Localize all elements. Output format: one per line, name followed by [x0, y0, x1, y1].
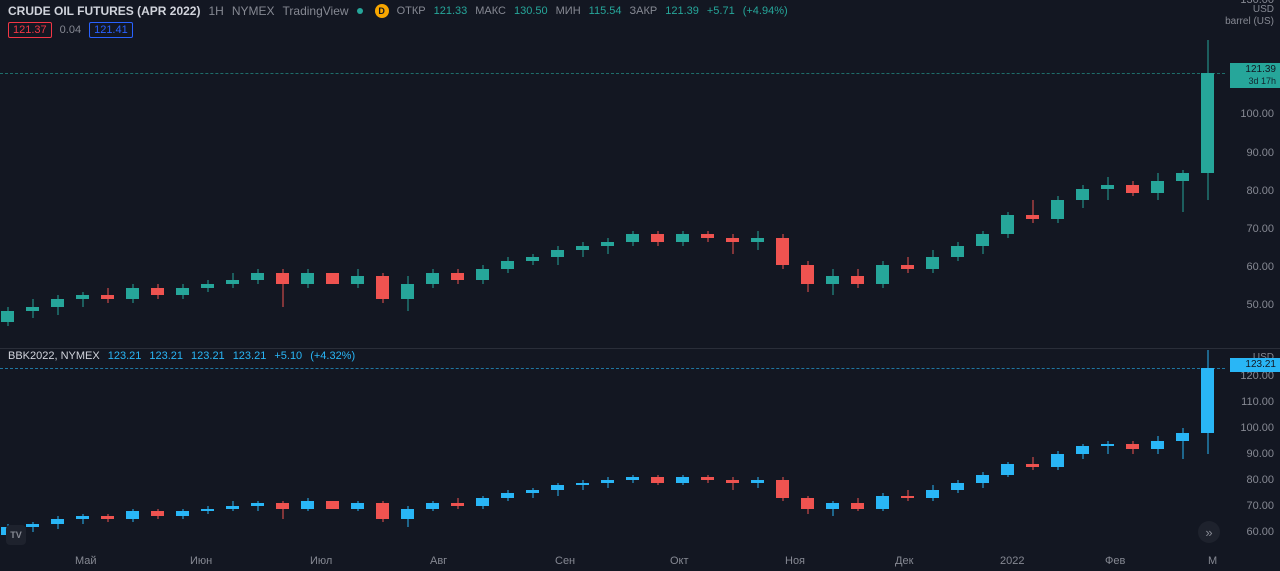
open-label: ОТКР [397, 5, 426, 17]
last-price-value-2: 123.21 [1234, 359, 1276, 371]
yaxis-tick: 70.00 [1246, 223, 1274, 235]
countdown: 3d 17h [1234, 76, 1276, 87]
tradingview-logo-icon[interactable]: TV [6, 525, 26, 545]
ask-badge[interactable]: 121.41 [89, 22, 133, 38]
yaxis-tick: 130.00 [1240, 0, 1274, 6]
yaxis-tick: 90.00 [1246, 448, 1274, 460]
yaxis-tick: 90.00 [1246, 147, 1274, 159]
yaxis-secondary[interactable]: USD 60.0070.0080.0090.00100.00110.00120.… [1225, 350, 1280, 548]
yaxis-tick: 60.00 [1246, 261, 1274, 273]
secondary-candlestick-chart[interactable] [0, 350, 1225, 545]
bid-ask-row: 121.37 0.04 121.41 [8, 22, 133, 38]
xaxis-tick: Окт [670, 555, 689, 567]
brand-label: TradingView [283, 4, 349, 18]
open-value: 121.33 [434, 5, 468, 17]
low-value: 115.54 [589, 5, 622, 17]
yaxis-tick: 100.00 [1240, 108, 1274, 120]
last-price-line [0, 73, 1225, 74]
close-label: ЗАКР [629, 5, 657, 17]
time-axis[interactable]: Май Июн Июл Авг Сен Окт Ноя Дек 2022 Фев М [0, 549, 1225, 571]
yaxis-tick: 60.00 [1246, 526, 1274, 538]
xaxis-tick: Сен [555, 555, 575, 567]
sec-change: +5.10 [274, 350, 302, 362]
sec-open: 123.21 [108, 350, 142, 362]
yaxis-tick: 80.00 [1246, 474, 1274, 486]
goto-date-button[interactable]: » [1198, 521, 1220, 543]
secondary-symbol[interactable]: BBK2022, NYMEX [8, 350, 100, 362]
yaxis-tick: 50.00 [1246, 299, 1274, 311]
high-value: 130.50 [514, 5, 548, 17]
last-price-line-2 [0, 368, 1225, 369]
yaxis-tick: 80.00 [1246, 185, 1274, 197]
bid-badge[interactable]: 121.37 [8, 22, 52, 38]
yaxis-tick: 120.00 [1240, 370, 1274, 382]
sec-high: 123.21 [149, 350, 183, 362]
spread-value: 0.04 [58, 23, 83, 37]
timeframe[interactable]: 1H [208, 4, 223, 18]
last-price-tag: 121.39 3d 17h [1230, 63, 1280, 88]
xaxis-tick: Фев [1105, 555, 1125, 567]
xaxis-tick: 2022 [1000, 555, 1024, 567]
high-label: МАКС [475, 5, 506, 17]
xaxis-tick: М [1208, 555, 1217, 567]
change-value: +5.71 [707, 5, 735, 17]
xaxis-tick: Ноя [785, 555, 805, 567]
last-price-value: 121.39 [1234, 64, 1276, 76]
symbol-title[interactable]: CRUDE OIL FUTURES (APR 2022) [8, 4, 200, 18]
pane-divider[interactable] [0, 348, 1280, 349]
unit-label[interactable]: barrel (US) [1225, 16, 1274, 27]
xaxis-tick: Июн [190, 555, 212, 567]
xaxis-tick: Май [75, 555, 97, 567]
sec-low: 123.21 [191, 350, 225, 362]
status-dot-icon [357, 8, 363, 14]
xaxis-tick: Июл [310, 555, 332, 567]
last-price-tag-2: 123.21 [1230, 358, 1280, 372]
yaxis-tick: 110.00 [1241, 396, 1274, 408]
xaxis-tick: Дек [895, 555, 913, 567]
change-pct: (+4.94%) [743, 5, 788, 17]
delay-badge: D [375, 4, 389, 18]
exchange-label: NYMEX [232, 4, 275, 18]
secondary-chart-header: BBK2022, NYMEX 123.21 123.21 123.21 123.… [8, 350, 355, 362]
sec-change-pct: (+4.32%) [310, 350, 355, 362]
xaxis-tick: Авг [430, 555, 447, 567]
yaxis-tick: 100.00 [1240, 422, 1274, 434]
main-candlestick-chart[interactable] [0, 40, 1225, 345]
close-value: 121.39 [665, 5, 699, 17]
yaxis-main[interactable]: USD barrel (US) 50.0060.0070.0080.0090.0… [1225, 0, 1280, 348]
low-label: МИН [556, 5, 581, 17]
sec-close: 123.21 [233, 350, 267, 362]
chart-header: CRUDE OIL FUTURES (APR 2022) 1H NYMEX Tr… [0, 0, 1280, 22]
yaxis-tick: 70.00 [1246, 500, 1274, 512]
